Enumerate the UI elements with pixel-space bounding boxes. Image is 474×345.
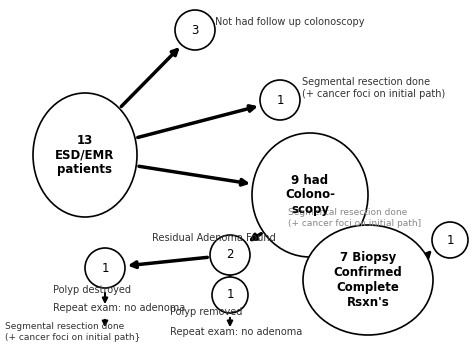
Ellipse shape xyxy=(260,80,300,120)
Ellipse shape xyxy=(212,277,248,313)
Text: 1: 1 xyxy=(446,234,454,246)
Text: Repeat exam: no adenoma: Repeat exam: no adenoma xyxy=(53,303,185,313)
Text: Residual Adenoma Found: Residual Adenoma Found xyxy=(152,233,276,243)
Text: 7 Biopsy
Confirmed
Complete
Rsxn's: 7 Biopsy Confirmed Complete Rsxn's xyxy=(334,251,402,309)
Text: 2: 2 xyxy=(226,248,234,262)
Text: Polyp destroyed: Polyp destroyed xyxy=(53,285,131,295)
Ellipse shape xyxy=(175,10,215,50)
Text: Polyp removed: Polyp removed xyxy=(170,307,242,317)
Ellipse shape xyxy=(303,225,433,335)
Text: Segmental resection done
(+ cancer foci on initial path}: Segmental resection done (+ cancer foci … xyxy=(5,322,140,342)
Text: Repeat exam: no adenoma: Repeat exam: no adenoma xyxy=(170,327,302,337)
Ellipse shape xyxy=(252,133,368,257)
Text: 1: 1 xyxy=(226,288,234,302)
Text: Not had follow up colonoscopy: Not had follow up colonoscopy xyxy=(215,17,365,27)
Text: 1: 1 xyxy=(276,93,284,107)
Text: 13
ESD/EMR
patients: 13 ESD/EMR patients xyxy=(55,134,115,177)
Text: Segmental resection done
(+ cancer foci on initial path]: Segmental resection done (+ cancer foci … xyxy=(289,208,421,228)
Text: 3: 3 xyxy=(191,23,199,37)
Ellipse shape xyxy=(33,93,137,217)
Ellipse shape xyxy=(85,248,125,288)
Text: 9 had
Colono-
scopy: 9 had Colono- scopy xyxy=(285,174,335,217)
Ellipse shape xyxy=(210,235,250,275)
Text: 1: 1 xyxy=(101,262,109,275)
Ellipse shape xyxy=(432,222,468,258)
Text: Segmental resection done
(+ cancer foci on initial path): Segmental resection done (+ cancer foci … xyxy=(302,77,445,99)
